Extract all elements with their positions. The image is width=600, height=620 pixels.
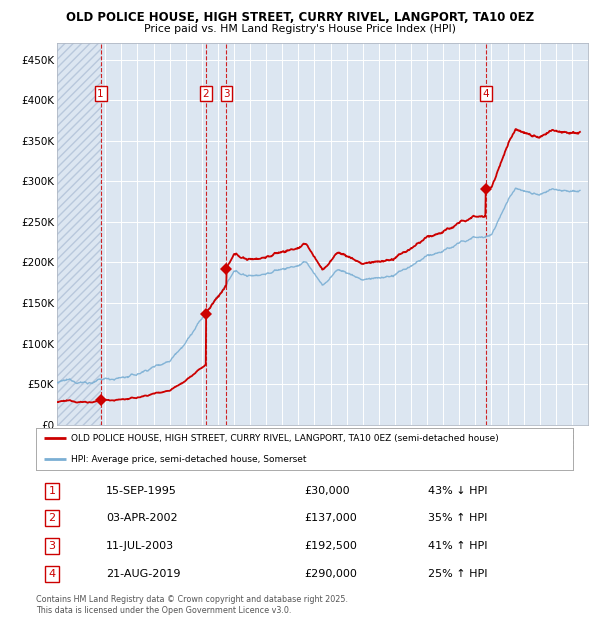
Text: 03-APR-2002: 03-APR-2002 [106, 513, 178, 523]
Text: HPI: Average price, semi-detached house, Somerset: HPI: Average price, semi-detached house,… [71, 455, 307, 464]
Bar [57, 43, 101, 425]
Text: OLD POLICE HOUSE, HIGH STREET, CURRY RIVEL, LANGPORT, TA10 0EZ (semi-detached ho: OLD POLICE HOUSE, HIGH STREET, CURRY RIV… [71, 434, 499, 443]
Text: £192,500: £192,500 [305, 541, 358, 551]
Text: 3: 3 [223, 89, 230, 99]
Text: Contains HM Land Registry data © Crown copyright and database right 2025.
This d: Contains HM Land Registry data © Crown c… [36, 595, 348, 614]
Text: 35% ↑ HPI: 35% ↑ HPI [428, 513, 487, 523]
Text: 11-JUL-2003: 11-JUL-2003 [106, 541, 174, 551]
Text: 3: 3 [49, 541, 56, 551]
Text: 43% ↓ HPI: 43% ↓ HPI [428, 486, 488, 496]
Text: 4: 4 [49, 569, 56, 579]
Text: 41% ↑ HPI: 41% ↑ HPI [428, 541, 488, 551]
Text: £30,000: £30,000 [305, 486, 350, 496]
Text: 21-AUG-2019: 21-AUG-2019 [106, 569, 181, 579]
Text: 1: 1 [97, 89, 104, 99]
Text: 4: 4 [482, 89, 489, 99]
Text: £137,000: £137,000 [305, 513, 357, 523]
Text: £290,000: £290,000 [305, 569, 358, 579]
Text: 25% ↑ HPI: 25% ↑ HPI [428, 569, 488, 579]
Text: OLD POLICE HOUSE, HIGH STREET, CURRY RIVEL, LANGPORT, TA10 0EZ: OLD POLICE HOUSE, HIGH STREET, CURRY RIV… [66, 11, 534, 24]
Text: 2: 2 [203, 89, 209, 99]
Text: Price paid vs. HM Land Registry's House Price Index (HPI): Price paid vs. HM Land Registry's House … [144, 24, 456, 33]
Text: 1: 1 [49, 486, 56, 496]
Text: 15-SEP-1995: 15-SEP-1995 [106, 486, 176, 496]
Text: 2: 2 [49, 513, 56, 523]
